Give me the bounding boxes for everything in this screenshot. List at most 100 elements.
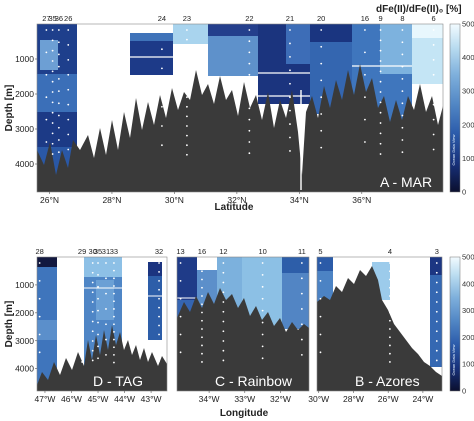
panel-b-frame xyxy=(316,256,443,392)
colorbar-tick-label: 400 xyxy=(462,279,474,288)
sample-dot xyxy=(222,301,225,303)
sample-dot xyxy=(379,132,382,135)
sample-dot xyxy=(45,29,48,31)
sample-dot xyxy=(45,141,48,143)
sample-dot xyxy=(401,65,404,68)
sample-dot xyxy=(158,271,160,273)
sample-dot xyxy=(201,328,203,330)
sample-dot xyxy=(113,346,115,349)
sample-dot xyxy=(158,288,160,291)
sample-dot xyxy=(161,144,163,147)
sample-dot xyxy=(67,103,70,106)
x-tick-label: 47°W xyxy=(35,394,56,404)
sample-dot xyxy=(320,146,323,149)
sample-dot xyxy=(158,342,160,345)
sample-dot xyxy=(81,286,84,289)
sample-dot xyxy=(389,352,391,355)
station-label: 21 xyxy=(286,14,294,23)
seafloor-c xyxy=(177,288,309,391)
sample-dot xyxy=(179,279,182,282)
sample-dot xyxy=(113,262,115,264)
y-tick-label: 1000 xyxy=(15,280,34,290)
sample-dot xyxy=(186,77,188,79)
sample-dot xyxy=(389,361,391,363)
sample-dot xyxy=(113,315,115,318)
panel-a-mar xyxy=(37,24,443,192)
sample-dot xyxy=(320,96,323,99)
sample-dot xyxy=(81,262,84,264)
sample-dot xyxy=(379,49,382,52)
sample-dot xyxy=(97,274,99,276)
station-label: 8 xyxy=(400,14,404,23)
sample-dot xyxy=(57,41,60,44)
station-label: 4 xyxy=(388,247,392,256)
sample-dot xyxy=(261,321,264,324)
sample-dot xyxy=(389,286,391,289)
sample-dot xyxy=(201,270,203,273)
sample-dot xyxy=(389,311,391,314)
sample-dot xyxy=(38,297,41,300)
sample-dot xyxy=(81,336,84,339)
colorbar-tick-label: 100 xyxy=(462,154,474,163)
sample-dot xyxy=(81,328,84,330)
sample-dot xyxy=(97,309,99,312)
sample-dot xyxy=(379,29,382,31)
sample-dot xyxy=(319,279,322,282)
colorbar-credit-bottom: Ocean Data View xyxy=(451,344,456,375)
sample-dot xyxy=(186,86,188,89)
sample-dot xyxy=(289,82,291,85)
panel-a-frame xyxy=(36,23,444,193)
sample-dot xyxy=(289,136,291,139)
sample-dot xyxy=(289,29,291,31)
sample-dot xyxy=(45,118,48,121)
sample-dot xyxy=(432,133,435,136)
sample-dot xyxy=(379,101,382,104)
sample-dot xyxy=(201,336,203,339)
sample-dot xyxy=(51,91,54,93)
sample-dot xyxy=(379,142,382,145)
sample-dot xyxy=(186,29,188,31)
sample-dot xyxy=(222,281,225,284)
sample-dot xyxy=(45,96,48,99)
sample-dot xyxy=(222,310,225,313)
sample-dot xyxy=(67,118,70,121)
sample-dot xyxy=(289,69,291,72)
sample-dot xyxy=(113,338,115,341)
sample-dot xyxy=(389,270,391,273)
sample-dot xyxy=(97,357,99,360)
station-label: 30 xyxy=(89,247,97,256)
sample-dot xyxy=(435,359,438,362)
sample-dot xyxy=(435,310,438,313)
sample-dot xyxy=(105,262,107,264)
sample-dot xyxy=(401,29,404,31)
sample-dots-d xyxy=(38,262,160,364)
sample-dot xyxy=(105,277,107,280)
sample-dot xyxy=(389,328,391,330)
sample-dot xyxy=(57,90,60,92)
sample-dot xyxy=(379,70,382,73)
sample-dot xyxy=(158,333,160,336)
sample-dot xyxy=(389,303,391,306)
sample-dot xyxy=(248,51,251,54)
sample-dot xyxy=(201,303,203,306)
sample-dot xyxy=(261,333,264,336)
sample-dot xyxy=(248,29,251,31)
sample-dot xyxy=(320,113,323,115)
sample-dot xyxy=(186,48,188,51)
sample-dot xyxy=(57,114,60,117)
panel-label-c: C - Rainbow xyxy=(215,373,293,389)
sample-dot xyxy=(300,323,303,326)
sample-dot xyxy=(222,340,225,342)
station-label: 29 xyxy=(78,247,86,256)
sample-dot xyxy=(364,141,366,143)
sample-dot xyxy=(320,79,323,82)
sample-dot xyxy=(300,277,303,280)
station-label: 16 xyxy=(198,247,206,256)
sample-dot xyxy=(158,315,160,318)
sample-dot xyxy=(435,262,438,264)
sample-dot xyxy=(401,102,404,105)
sample-dot xyxy=(389,336,391,339)
panel-b-azores xyxy=(317,257,442,391)
colorbar-tick-label: 300 xyxy=(462,306,474,315)
sample-dot xyxy=(91,301,94,303)
